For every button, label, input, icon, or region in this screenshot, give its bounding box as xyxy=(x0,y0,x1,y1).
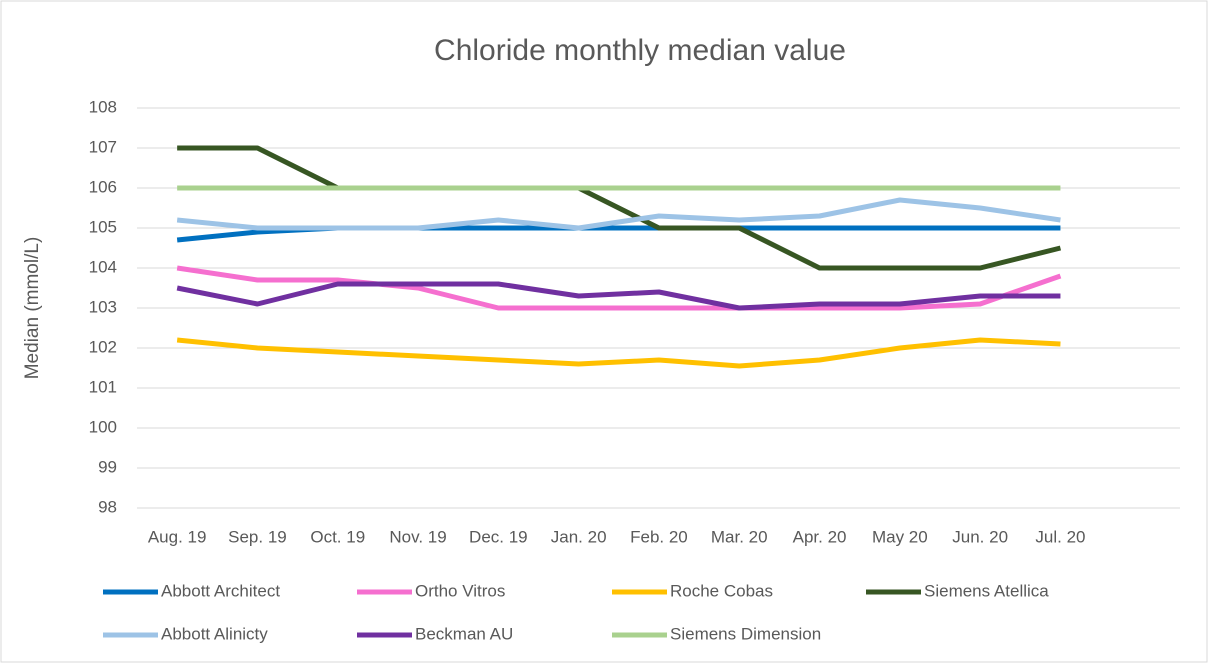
x-tick-label: Feb. 20 xyxy=(630,527,688,546)
y-tick-label: 103 xyxy=(89,297,117,316)
series-line xyxy=(176,265,1062,311)
series-line xyxy=(177,145,1062,271)
series-line xyxy=(176,197,1061,231)
legend-label: Beckman AU xyxy=(415,624,513,643)
y-tick-label: 100 xyxy=(89,417,117,436)
y-tick-label: 105 xyxy=(89,217,117,236)
y-tick-label: 106 xyxy=(89,177,117,196)
legend-label: Ortho Vitros xyxy=(415,581,505,600)
y-tick-label: 101 xyxy=(89,377,117,396)
x-tick-label: Mar. 20 xyxy=(711,527,768,546)
x-tick-label: Sep. 19 xyxy=(228,527,287,546)
legend-label: Siemens Atellica xyxy=(924,581,1049,600)
legend-label: Abbott Alinicty xyxy=(161,624,268,643)
series-line xyxy=(176,281,1061,311)
y-axis-title: Median (mmol/L) xyxy=(22,237,43,380)
x-tick-label: Dec. 19 xyxy=(469,527,528,546)
y-tick-label: 99 xyxy=(98,457,117,476)
y-tick-label: 98 xyxy=(98,497,117,516)
y-tick-label: 104 xyxy=(89,257,117,276)
x-tick-label: Jun. 20 xyxy=(952,527,1008,546)
legend-label: Siemens Dimension xyxy=(670,624,821,643)
legend-label: Abbott Architect xyxy=(161,581,280,600)
y-tick-label: 102 xyxy=(89,337,117,356)
legend-label: Roche Cobas xyxy=(670,581,773,600)
x-tick-label: Jan. 20 xyxy=(551,527,607,546)
chart-title: Chloride monthly median value xyxy=(434,34,846,67)
y-tick-label: 108 xyxy=(89,97,117,116)
series-line xyxy=(176,337,1061,369)
y-tick-label: 107 xyxy=(89,137,117,156)
x-tick-label: Apr. 20 xyxy=(793,527,847,546)
x-tick-label: Jul. 20 xyxy=(1035,527,1085,546)
x-tick-label: Nov. 19 xyxy=(389,527,446,546)
x-tick-label: Oct. 19 xyxy=(310,527,365,546)
x-tick-label: May 20 xyxy=(872,527,928,546)
x-tick-label: Aug. 19 xyxy=(148,527,207,546)
